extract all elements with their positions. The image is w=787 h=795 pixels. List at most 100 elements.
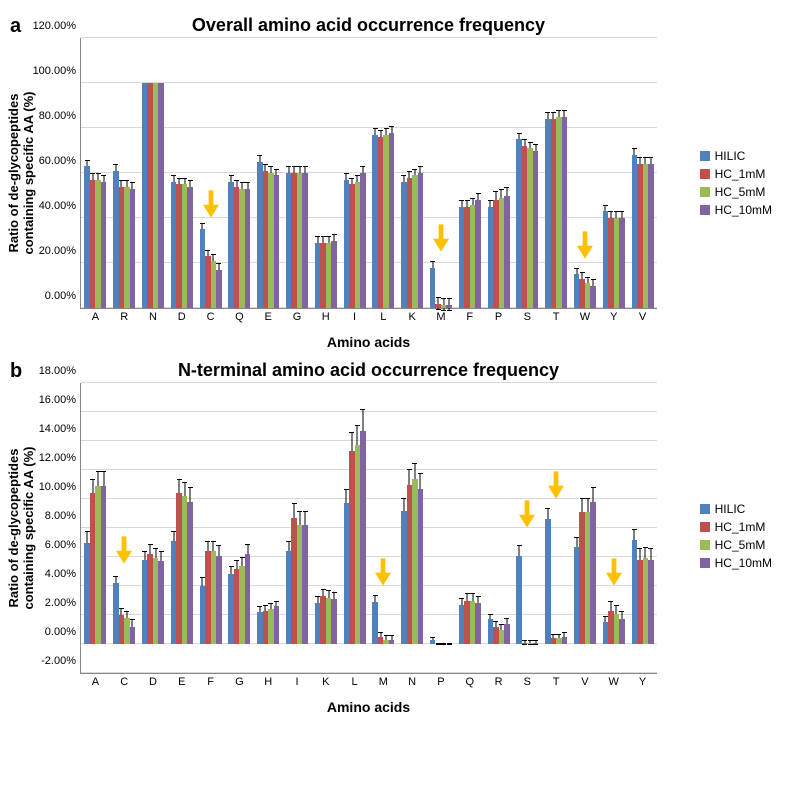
y-tick-label: 10.00%: [39, 481, 81, 493]
x-tick-label: F: [466, 308, 473, 323]
bar: [446, 305, 452, 308]
bar-group: N: [139, 38, 168, 308]
legend-label: HC_10mM: [715, 203, 772, 217]
arrow-icon: [548, 471, 564, 499]
bar-group: W: [599, 383, 628, 673]
bars-container: ARNDCQEGHILKMFPSTWYV: [81, 38, 657, 308]
y-tick-label: 4.00%: [45, 568, 81, 580]
x-tick-label: D: [149, 673, 157, 688]
bar-group: I: [283, 383, 312, 673]
panel-a: a Overall amino acid occurrence frequenc…: [10, 15, 777, 350]
bar: [590, 502, 596, 644]
x-tick-label: T: [553, 673, 560, 688]
bar: [590, 286, 596, 309]
bar: [302, 173, 308, 308]
x-tick-label: K: [408, 308, 415, 323]
bar-group: G: [283, 38, 312, 308]
legend-swatch: [700, 187, 710, 197]
x-tick-label: C: [120, 673, 128, 688]
legend-label: HC_5mM: [715, 538, 766, 552]
y-tick-label: 40.00%: [39, 200, 81, 212]
error-bar: [443, 643, 444, 646]
x-tick-label: P: [495, 308, 502, 323]
x-tick-label: N: [149, 308, 157, 323]
arrow-icon: [375, 558, 391, 586]
bar: [418, 173, 424, 308]
bar: [158, 83, 164, 308]
bar-group: E: [167, 383, 196, 673]
bar: [648, 164, 654, 308]
bar-group: E: [254, 38, 283, 308]
x-tick-label: A: [92, 673, 99, 688]
bar: [187, 187, 193, 309]
x-tick-label: I: [353, 308, 356, 323]
y-tick-label: 2.00%: [45, 597, 81, 609]
bar: [331, 599, 337, 644]
x-tick-label: Y: [610, 308, 617, 323]
bar: [302, 525, 308, 644]
chart-a-legend: HILICHC_1mMHC_5mMHC_10mM: [700, 149, 772, 221]
bar: [158, 561, 164, 644]
x-tick-label: Q: [465, 673, 474, 688]
x-tick-label: D: [178, 308, 186, 323]
bar: [274, 606, 280, 644]
x-tick-label: F: [207, 673, 214, 688]
y-tick-label: 100.00%: [33, 65, 81, 77]
bar-group: T: [542, 38, 571, 308]
chart-b-x-title: Amino acids: [80, 699, 657, 715]
bar: [619, 218, 625, 308]
bar: [389, 640, 395, 644]
bar-group: K: [398, 38, 427, 308]
bars-container: ACDEFGHIKLMNPQRSTVWY: [81, 383, 657, 673]
x-tick-label: H: [264, 673, 272, 688]
chart-b-title: N-terminal amino acid occurrence frequen…: [80, 360, 657, 381]
bar-group: P: [484, 38, 513, 308]
bar-group: M: [427, 38, 456, 308]
x-tick-label: W: [580, 308, 590, 323]
chart-b-plot: Ratio of de-glycopeptidescontaining spec…: [80, 383, 657, 674]
legend-swatch: [700, 205, 710, 215]
bar-group: C: [110, 383, 139, 673]
arrow-icon: [433, 224, 449, 252]
x-tick-label: L: [352, 673, 358, 688]
x-tick-label: G: [235, 673, 244, 688]
bar: [533, 151, 539, 309]
legend-item: HC_5mM: [700, 185, 772, 199]
bar: [101, 486, 107, 644]
bar: [360, 431, 366, 644]
bar: [648, 560, 654, 644]
arrow-icon: [577, 231, 593, 259]
bar-group: C: [196, 38, 225, 308]
error-bar: [438, 643, 439, 646]
legend-label: HC_1mM: [715, 167, 766, 181]
bar-group: F: [196, 383, 225, 673]
y-tick-label: 16.00%: [39, 394, 81, 406]
bar-group: F: [455, 38, 484, 308]
bar-group: V: [571, 383, 600, 673]
x-tick-label: C: [207, 308, 215, 323]
bar-group: G: [225, 383, 254, 673]
panel-b: b N-terminal amino acid occurrence frequ…: [10, 360, 777, 715]
bar-group: R: [484, 383, 513, 673]
bar: [504, 196, 510, 309]
x-tick-label: M: [379, 673, 388, 688]
x-tick-label: G: [293, 308, 302, 323]
chart-a-x-title: Amino acids: [80, 334, 657, 350]
x-tick-label: L: [380, 308, 386, 323]
bar: [130, 627, 136, 644]
x-tick-label: N: [408, 673, 416, 688]
x-tick-label: Y: [639, 673, 646, 688]
bar-group: H: [311, 38, 340, 308]
legend-swatch: [700, 504, 710, 514]
legend-item: HC_1mM: [700, 167, 772, 181]
y-tick-label: 0.00%: [45, 290, 81, 302]
bar: [216, 270, 222, 308]
chart-a-plot: Ratio of de-glycopeptidescontaining spec…: [80, 38, 657, 309]
bar: [360, 173, 366, 308]
bar: [187, 502, 193, 644]
arrow-icon: [116, 536, 132, 564]
legend-item: HC_1mM: [700, 520, 772, 534]
legend-item: HILIC: [700, 502, 772, 516]
x-tick-label: P: [437, 673, 444, 688]
bar: [504, 624, 510, 644]
